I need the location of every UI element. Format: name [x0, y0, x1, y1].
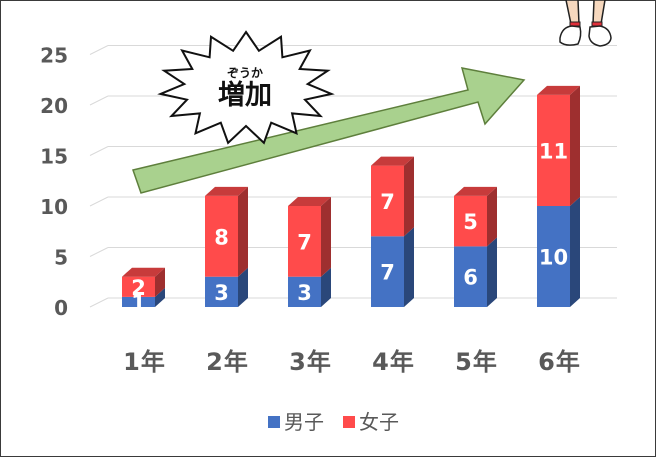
gridline-diag — [89, 247, 109, 257]
x-category-label: 5年 — [455, 348, 498, 376]
bar-side-boys — [155, 287, 165, 307]
y-tick-label: 0 — [54, 296, 68, 320]
bar-side-girls — [404, 156, 414, 237]
data-label-boys: 3 — [214, 281, 229, 305]
data-label-girls: 2 — [131, 276, 146, 300]
bar-boys — [288, 276, 321, 307]
y-tick-label: 20 — [40, 94, 68, 118]
burst-ruby-text: ぞうか — [227, 66, 263, 80]
bar-girls — [205, 195, 238, 277]
bar-boys — [537, 206, 570, 307]
burst-callout — [157, 30, 335, 145]
data-label-girls: 8 — [214, 225, 229, 249]
bar-side-boys — [238, 267, 248, 307]
bar-top — [371, 156, 414, 166]
data-label-boys: 6 — [463, 266, 478, 290]
y-tick-label: 25 — [40, 44, 68, 68]
bar-side-boys — [321, 267, 331, 307]
gridline-diag — [89, 95, 109, 106]
bar-boys — [205, 276, 238, 307]
bar-top — [205, 186, 248, 196]
x-category-label: 4年 — [372, 348, 415, 376]
x-category-label: 2年 — [206, 348, 249, 376]
gridline-diag — [89, 146, 109, 156]
bar-girls — [288, 206, 321, 277]
data-label-boys: 1 — [131, 291, 146, 315]
bar-side-girls — [238, 186, 248, 277]
legend: 男子 女子 — [268, 410, 399, 434]
x-category-label: 3年 — [289, 348, 332, 376]
bar-girls — [454, 195, 487, 247]
bar-side-girls — [155, 267, 165, 297]
bar-top — [454, 186, 497, 196]
bar-girls — [537, 94, 570, 206]
bar-top — [537, 85, 580, 95]
gridline-diag — [89, 45, 109, 55]
data-label-girls: 7 — [380, 190, 395, 214]
bar-side-girls — [487, 186, 497, 247]
bar-side-boys — [570, 197, 580, 307]
x-axis: 1年 2年 3年 4年 5年 6年 — [123, 348, 581, 376]
gridline-diag — [89, 297, 109, 308]
y-tick-label: 15 — [40, 145, 68, 169]
character-feet-illustration — [559, 0, 612, 47]
bar-side-boys — [404, 227, 414, 307]
growth-arrow — [132, 67, 526, 194]
bar-girls — [122, 276, 155, 297]
legend-label: 男子 — [284, 410, 324, 434]
y-tick-label: 5 — [54, 246, 68, 270]
bar-top — [122, 267, 165, 277]
bar-top — [288, 197, 331, 206]
bar-side-boys — [487, 237, 497, 307]
legend-swatch — [343, 416, 355, 428]
bar-side-girls — [321, 197, 331, 277]
legend-label: 女子 — [359, 410, 399, 434]
data-label-boys: 7 — [380, 261, 395, 285]
gridlines — [89, 45, 617, 308]
bars — [122, 85, 580, 307]
data-label-girls: 11 — [539, 139, 568, 163]
y-axis: 0 5 10 15 20 25 — [40, 44, 68, 321]
bar-boys — [122, 296, 155, 307]
data-label-girls: 5 — [463, 210, 478, 234]
bar-girls — [371, 165, 404, 237]
burst-main-text: 増加 — [218, 79, 272, 111]
bar-side-girls — [570, 85, 580, 206]
bar-boys — [454, 246, 487, 307]
x-category-label: 1年 — [123, 348, 166, 376]
legend-swatch — [268, 416, 280, 428]
x-category-label: 6年 — [538, 348, 581, 376]
y-tick-label: 10 — [40, 195, 68, 219]
data-label-boys: 10 — [539, 246, 568, 270]
bar-boys — [371, 236, 404, 307]
data-labels: 12 3 8 3 7 7 7 6 5 10 11 — [131, 139, 568, 315]
data-label-girls: 7 — [297, 230, 312, 254]
gridline-diag — [89, 196, 109, 207]
data-label-boys: 3 — [297, 281, 312, 305]
